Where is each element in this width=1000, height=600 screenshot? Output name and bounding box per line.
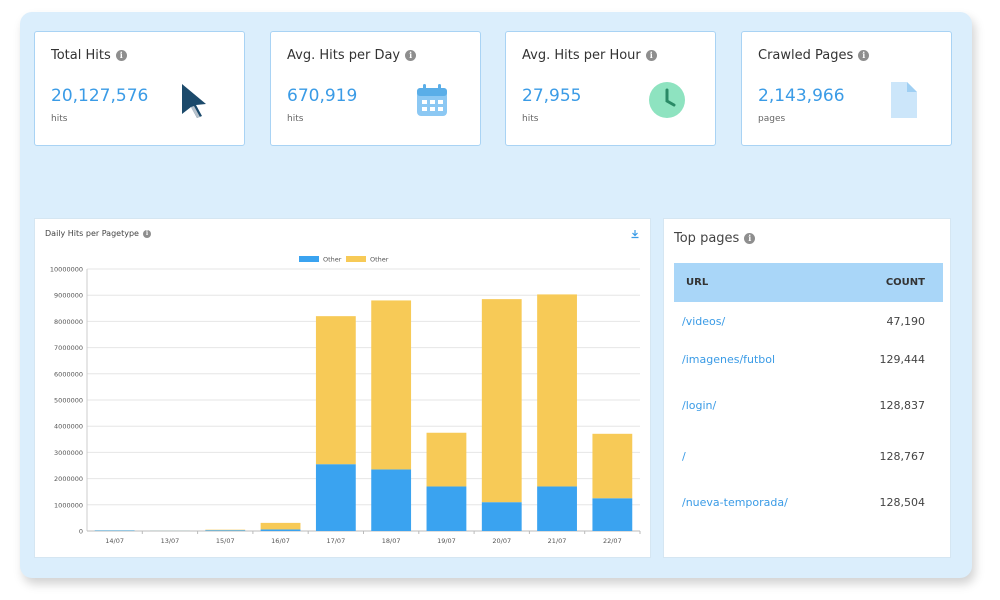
stat-card-crawled-pages: Crawled Pages i 2,143,966 pages bbox=[741, 31, 952, 146]
card-value: 27,955 bbox=[522, 86, 582, 106]
card-title-wrap: Total Hits i bbox=[51, 48, 127, 63]
top-pages-title: Top pages bbox=[674, 231, 740, 246]
bar-segment bbox=[371, 300, 412, 470]
table-row: /login/ 128,837 bbox=[674, 399, 943, 412]
legend-label: Other bbox=[370, 256, 389, 264]
chart-title: Daily Hits per Pagetype bbox=[45, 229, 139, 238]
x-tick-label: 17/07 bbox=[326, 537, 345, 545]
url-link[interactable]: /videos/ bbox=[682, 315, 726, 328]
cursor-icon bbox=[182, 84, 206, 118]
bar-segment bbox=[537, 294, 577, 487]
bar-segment bbox=[260, 529, 301, 531]
info-icon[interactable]: i bbox=[115, 50, 127, 61]
y-tick-label: 10000000 bbox=[50, 266, 83, 274]
stacked-bar-chart: 0 1000000 2000000 3000000 4000000 5000000 6000… bbox=[50, 256, 641, 545]
bar-segment bbox=[592, 498, 633, 531]
x-tick-label: 15/07 bbox=[216, 537, 235, 545]
card-value: 20,127,576 bbox=[51, 86, 149, 106]
info-icon[interactable]: i bbox=[142, 229, 151, 238]
x-tick-label: 21/07 bbox=[548, 537, 567, 545]
y-tick-label: 6000000 bbox=[54, 370, 83, 378]
x-tick-label: 16/07 bbox=[271, 537, 290, 545]
card-title: Total Hits bbox=[51, 48, 111, 63]
bar-segment bbox=[481, 299, 522, 503]
stat-card-avg-hits-hour: Avg. Hits per Hour i 27,955 hits bbox=[505, 31, 716, 146]
stat-card-total-hits: Total Hits i 20,127,576 hits bbox=[34, 31, 245, 146]
url-link[interactable]: /imagenes/futbol bbox=[682, 353, 776, 366]
bar-segment bbox=[315, 464, 356, 531]
legend-swatch bbox=[299, 256, 319, 262]
x-tick-label: 20/07 bbox=[492, 537, 511, 545]
x-tick-label: 19/07 bbox=[437, 537, 456, 545]
column-header-count[interactable]: COUNT bbox=[885, 277, 925, 288]
chart-title-wrap: Daily Hits per Pagetype i bbox=[45, 229, 151, 238]
bar-segment bbox=[426, 486, 467, 531]
count-cell: 129,444 bbox=[879, 353, 926, 366]
y-tick-label: 3000000 bbox=[54, 449, 83, 457]
card-title-wrap: Avg. Hits per Day i bbox=[287, 48, 417, 63]
y-tick-label: 5000000 bbox=[54, 397, 83, 405]
info-icon[interactable]: i bbox=[645, 50, 657, 61]
legend-label: Other bbox=[323, 256, 342, 264]
x-tick-label: 22/07 bbox=[603, 537, 622, 545]
url-link[interactable]: / bbox=[682, 450, 686, 463]
y-tick-label: 7000000 bbox=[54, 344, 83, 352]
table-row: /nueva-temporada/ 128,504 bbox=[674, 496, 943, 509]
stat-card-avg-hits-day: Avg. Hits per Day i 670,919 hits bbox=[270, 31, 481, 146]
card-unit: hits bbox=[287, 114, 304, 124]
column-header-url[interactable]: URL bbox=[686, 277, 709, 288]
y-tick-label: 9000000 bbox=[54, 292, 83, 300]
count-cell: 128,767 bbox=[879, 450, 926, 463]
legend-swatch bbox=[346, 256, 366, 262]
top-pages-title-wrap: Top pages i bbox=[674, 231, 756, 246]
y-tick-label: 2000000 bbox=[54, 475, 83, 483]
bar-segment bbox=[205, 529, 246, 531]
chart-panel: Daily Hits per Pagetype i 0 1000000 200000… bbox=[34, 218, 651, 558]
card-unit: hits bbox=[522, 114, 539, 124]
bar-segment bbox=[260, 522, 301, 530]
card-title: Avg. Hits per Hour bbox=[522, 48, 641, 63]
card-title-wrap: Crawled Pages i bbox=[758, 48, 870, 63]
card-unit: pages bbox=[758, 114, 786, 124]
card-title: Crawled Pages bbox=[758, 48, 854, 63]
bar-segment bbox=[315, 316, 356, 465]
bar-segment bbox=[371, 469, 412, 531]
y-tick-label: 4000000 bbox=[54, 423, 83, 431]
card-value: 670,919 bbox=[287, 86, 358, 106]
table-row: /imagenes/futbol 129,444 bbox=[674, 353, 943, 366]
x-tick-label: 18/07 bbox=[382, 537, 401, 545]
bar-segment bbox=[481, 502, 522, 531]
info-icon[interactable]: i bbox=[744, 233, 756, 244]
info-icon[interactable]: i bbox=[405, 50, 417, 61]
calendar-icon bbox=[417, 84, 447, 116]
y-tick-label: 1000000 bbox=[54, 501, 83, 509]
table-row: / 128,767 bbox=[674, 450, 943, 463]
bar-segment bbox=[426, 432, 467, 487]
card-value: 2,143,966 bbox=[758, 86, 845, 106]
bar-segment bbox=[94, 530, 135, 531]
bar-segment bbox=[205, 530, 246, 531]
count-cell: 128,504 bbox=[879, 496, 926, 509]
info-icon[interactable]: i bbox=[858, 50, 870, 61]
top-pages-panel: Top pages i URL COUNT /videos/ 47,190 /i… bbox=[663, 218, 951, 558]
clock-icon bbox=[649, 82, 685, 118]
card-title: Avg. Hits per Day bbox=[287, 48, 401, 63]
x-tick-label: 14/07 bbox=[105, 537, 124, 545]
url-link[interactable]: /nueva-temporada/ bbox=[682, 496, 788, 509]
table-header: URL COUNT bbox=[674, 263, 943, 302]
card-unit: hits bbox=[51, 114, 68, 124]
card-title-wrap: Avg. Hits per Hour i bbox=[522, 48, 657, 63]
y-tick-label: 0 bbox=[79, 528, 83, 536]
bar-segment bbox=[537, 486, 577, 531]
document-icon bbox=[891, 82, 917, 118]
download-icon[interactable] bbox=[630, 229, 640, 239]
count-cell: 47,190 bbox=[886, 315, 926, 328]
count-cell: 128,837 bbox=[879, 399, 926, 412]
url-link[interactable]: /login/ bbox=[682, 399, 717, 412]
y-tick-label: 8000000 bbox=[54, 318, 83, 326]
bar-segment bbox=[592, 433, 633, 499]
x-tick-label: 13/07 bbox=[161, 537, 180, 545]
table-row: /videos/ 47,190 bbox=[674, 315, 943, 328]
